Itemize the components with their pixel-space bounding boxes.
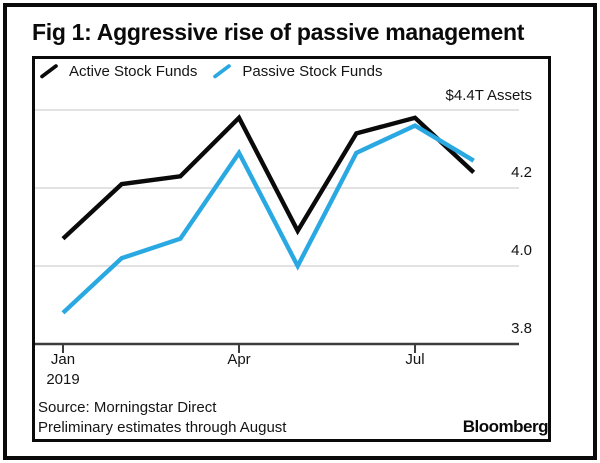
- x-axis-tick-label: Jan 2019: [18, 350, 108, 390]
- legend-line-swatch-icon: [40, 64, 58, 79]
- chart-frame: Active Stock Funds Passive Stock Funds $4…: [32, 56, 551, 442]
- legend-item: Active Stock Funds: [40, 63, 197, 80]
- legend-label: Passive Stock Funds: [242, 63, 383, 80]
- x-axis-year-label: 2019: [46, 371, 80, 388]
- bloomberg-logo: Bloomberg: [457, 417, 549, 437]
- series-line-passive-stock-funds: [61, 123, 475, 315]
- y-axis-unit-label: $4.4T Assets: [445, 87, 532, 104]
- x-axis-tick-label: Apr: [194, 350, 284, 370]
- figure-title: Fig 1: Aggressive rise of passive manage…: [32, 19, 525, 45]
- series-line-active-stock-funds: [61, 114, 476, 241]
- legend-label: Active Stock Funds: [69, 63, 198, 80]
- x-axis-month-label: Jan: [50, 351, 76, 368]
- legend-line-swatch-icon: [213, 64, 232, 79]
- source-line-1: Source: Morningstar Direct: [38, 399, 217, 416]
- y-axis-tick-label: 4.2: [511, 164, 532, 181]
- legend-item: Passive Stock Funds: [213, 63, 382, 80]
- x-axis-month-label: Apr: [227, 351, 251, 368]
- y-axis-tick-label: 4.0: [511, 242, 532, 259]
- line-chart-plot: [35, 109, 519, 353]
- x-axis-tick-label: Jul: [370, 350, 460, 370]
- source-note: Source: Morningstar Direct Preliminary e…: [38, 398, 286, 438]
- chart-legend: Active Stock Funds Passive Stock Funds: [40, 63, 382, 80]
- source-line-2: Preliminary estimates through August: [38, 419, 287, 436]
- x-axis-month-label: Jul: [405, 351, 425, 368]
- y-axis-tick-label: 3.8: [511, 320, 532, 337]
